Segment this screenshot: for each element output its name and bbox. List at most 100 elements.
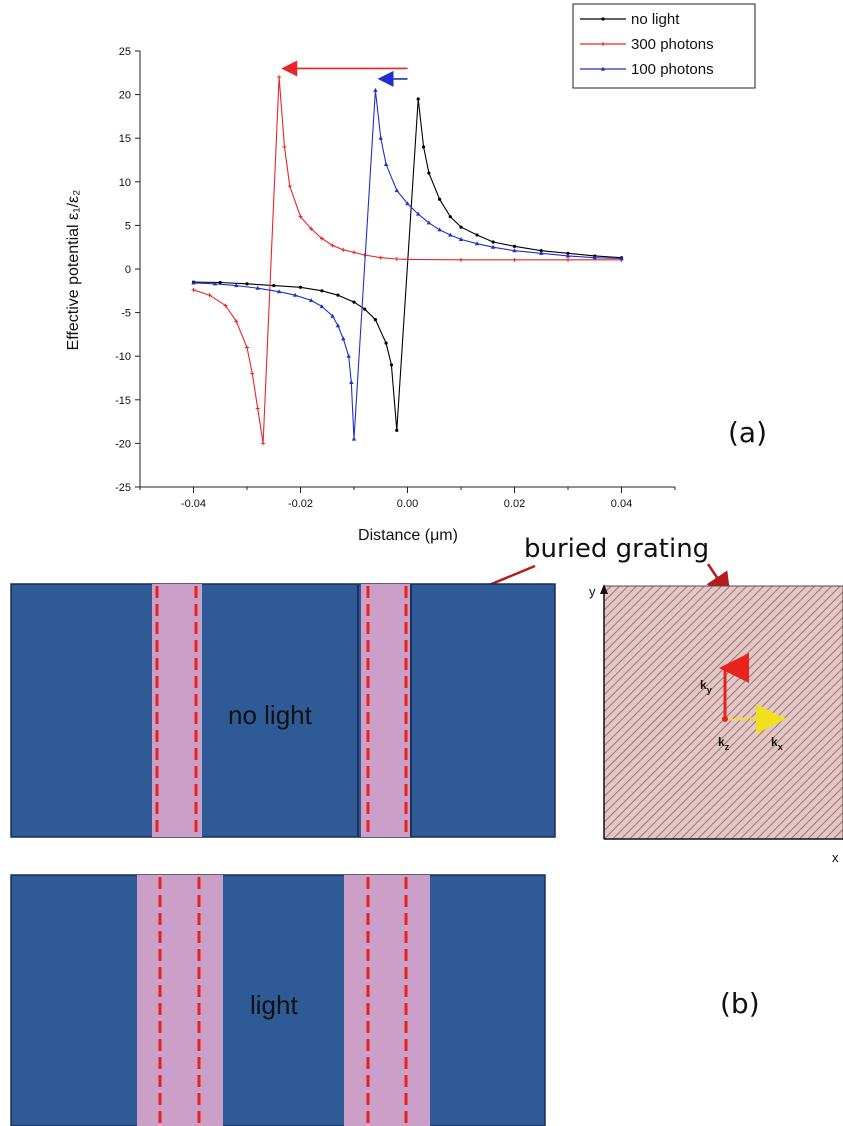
- data-point: [255, 406, 260, 411]
- light-structure: light: [10, 874, 546, 1126]
- data-point: [383, 161, 389, 166]
- data-point: [346, 353, 351, 358]
- data-point: [566, 257, 570, 262]
- data-point: [475, 233, 479, 237]
- light-background: [10, 874, 546, 1126]
- data-point: [373, 317, 377, 322]
- data-point: [448, 215, 452, 219]
- data-point: [601, 42, 605, 46]
- data-point: [394, 188, 399, 193]
- kx-label: kx: [771, 735, 783, 752]
- data-point: [405, 201, 410, 206]
- data-point: [352, 300, 356, 304]
- data-point: [330, 313, 335, 318]
- data-point: [459, 257, 463, 262]
- data-point: [319, 304, 325, 309]
- data-point: [335, 323, 341, 328]
- data-point: [619, 256, 624, 261]
- y-tick-label: 20: [119, 90, 131, 102]
- x-tick-label: -0.04: [181, 498, 206, 510]
- data-point: [298, 214, 303, 219]
- y-axis-arrow-head: [600, 584, 608, 594]
- data-point: [319, 236, 324, 241]
- data-point: [250, 371, 255, 376]
- data-point: [234, 319, 239, 324]
- data-point: [394, 256, 399, 261]
- data-point: [395, 428, 399, 432]
- x-tick-label: 0.02: [504, 498, 525, 510]
- y-axis-title: Effective potential ε₁/ε₂: [65, 190, 82, 351]
- y-tick-label: 5: [125, 220, 131, 232]
- chart-annotations: [281, 60, 408, 87]
- data-point: [566, 251, 570, 255]
- no-light-grating-strip-2: [361, 584, 410, 837]
- data-point: [351, 436, 357, 441]
- legend-entry: 100 photons: [631, 61, 714, 78]
- square-y-label: y: [589, 584, 596, 599]
- data-point: [491, 240, 495, 244]
- grating-top-view: y x ky kz kx: [589, 584, 843, 865]
- chart-legend: no light 300 photons 100 photons: [572, 3, 756, 89]
- data-point: [276, 289, 282, 294]
- legend-items: no light 300 photons 100 photons: [580, 11, 714, 78]
- data-point: [373, 87, 378, 92]
- data-point: [437, 227, 442, 232]
- data-point: [207, 293, 212, 298]
- data-point: [352, 250, 356, 255]
- y-tick-label: 10: [119, 177, 131, 189]
- data-point: [458, 236, 464, 241]
- data-point: [378, 135, 383, 140]
- data-point: [341, 247, 346, 252]
- data-point: [277, 75, 282, 80]
- light-grating-strip-1: [137, 875, 223, 1126]
- data-point: [298, 285, 303, 289]
- data-point: [600, 66, 606, 71]
- data-point: [212, 281, 218, 286]
- data-point: [287, 184, 292, 189]
- kz-label: kz: [718, 735, 730, 752]
- data-point: [426, 220, 432, 225]
- y-tick-label: 25: [119, 46, 131, 58]
- data-point: [539, 249, 543, 253]
- data-point: [245, 282, 249, 286]
- data-point: [474, 241, 480, 246]
- data-point: [349, 379, 354, 384]
- data-point: [363, 307, 367, 311]
- data-point: [218, 280, 222, 285]
- data-point: [191, 287, 196, 292]
- data-point: [512, 257, 517, 262]
- data-point: [405, 257, 410, 262]
- series-line: [193, 98, 622, 431]
- chart-series: [191, 75, 624, 446]
- panel-b-label: (b): [720, 987, 760, 1020]
- data-point: [438, 197, 442, 201]
- data-point: [330, 243, 335, 248]
- data-point: [539, 250, 544, 255]
- buried-grating-label: buried grating: [524, 534, 709, 564]
- data-point: [448, 232, 453, 237]
- x-axis-title: Distance (μm): [358, 527, 458, 544]
- data-point: [378, 255, 383, 260]
- no-light-label: no light: [228, 700, 313, 730]
- data-point: [309, 226, 314, 231]
- y-tick-label: -10: [115, 351, 131, 363]
- ky-label: ky: [700, 678, 712, 695]
- data-point: [384, 341, 388, 345]
- data-point: [592, 255, 597, 260]
- data-point: [565, 253, 571, 258]
- data-point: [255, 285, 260, 290]
- x-tick-label: 0.04: [611, 498, 632, 510]
- data-point: [336, 293, 340, 297]
- kz-dot: [722, 716, 728, 722]
- data-point: [309, 297, 314, 302]
- x-tick-label: 0.00: [397, 498, 418, 510]
- data-point: [421, 145, 426, 149]
- data-point: [272, 283, 276, 288]
- series-100-photons: [191, 87, 624, 441]
- y-axis-ticks: -25 -20 -15 -10 -5 0 5 10 15 20 25: [115, 46, 140, 494]
- legend-entry: no light: [631, 11, 680, 28]
- data-point: [601, 17, 605, 21]
- data-point: [234, 283, 239, 288]
- y-tick-label: -5: [121, 308, 131, 320]
